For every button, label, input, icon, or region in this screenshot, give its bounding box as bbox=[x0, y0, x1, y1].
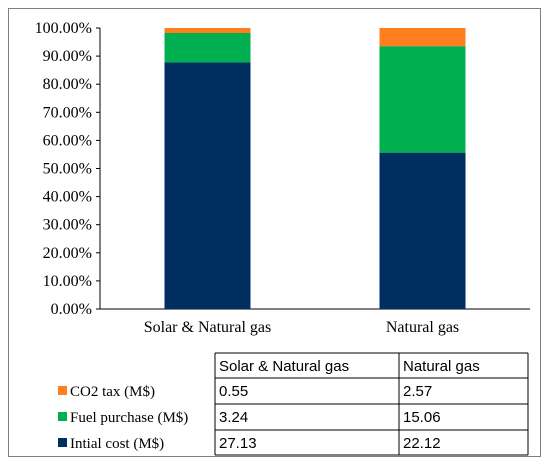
bar-segment bbox=[164, 32, 251, 63]
table-cell: 0.55 bbox=[219, 383, 248, 400]
legend-label: Intial cost (M$) bbox=[70, 436, 164, 452]
legend-swatch bbox=[58, 438, 67, 447]
bar-segment bbox=[379, 28, 466, 47]
legend-label: Fuel purchase (M$) bbox=[70, 410, 188, 426]
legend-label: CO2 tax (M$) bbox=[70, 384, 155, 400]
bar-segment bbox=[164, 28, 251, 33]
table-header: Natural gas bbox=[403, 358, 480, 375]
y-tick-label: 100.00% bbox=[35, 20, 92, 37]
y-tick-label: 0.00% bbox=[51, 301, 92, 318]
y-tick-label: 80.00% bbox=[43, 76, 92, 93]
bar-segment bbox=[379, 46, 466, 153]
y-tick-label: 30.00% bbox=[43, 217, 92, 234]
table-cell: 2.57 bbox=[403, 383, 432, 400]
bar-segment bbox=[164, 62, 251, 309]
table-cell: 22.12 bbox=[403, 435, 441, 452]
y-tick-label: 40.00% bbox=[43, 189, 92, 206]
table-cell: 15.06 bbox=[403, 409, 441, 426]
table-header: Solar & Natural gas bbox=[219, 358, 349, 375]
y-tick-label: 90.00% bbox=[43, 48, 92, 65]
table-cell: 27.13 bbox=[219, 435, 257, 452]
legend-swatch bbox=[58, 412, 67, 421]
table-cell: 3.24 bbox=[219, 409, 248, 426]
y-tick-label: 60.00% bbox=[43, 132, 92, 149]
y-tick-label: 10.00% bbox=[43, 273, 92, 290]
x-category-label: Solar & Natural gas bbox=[144, 319, 272, 336]
y-tick-label: 50.00% bbox=[43, 161, 92, 178]
y-tick-label: 70.00% bbox=[43, 104, 92, 121]
y-tick-label: 20.00% bbox=[43, 245, 92, 262]
legend-swatch bbox=[58, 386, 67, 395]
bar-segment bbox=[379, 152, 466, 309]
x-category-label: Natural gas bbox=[386, 319, 459, 336]
